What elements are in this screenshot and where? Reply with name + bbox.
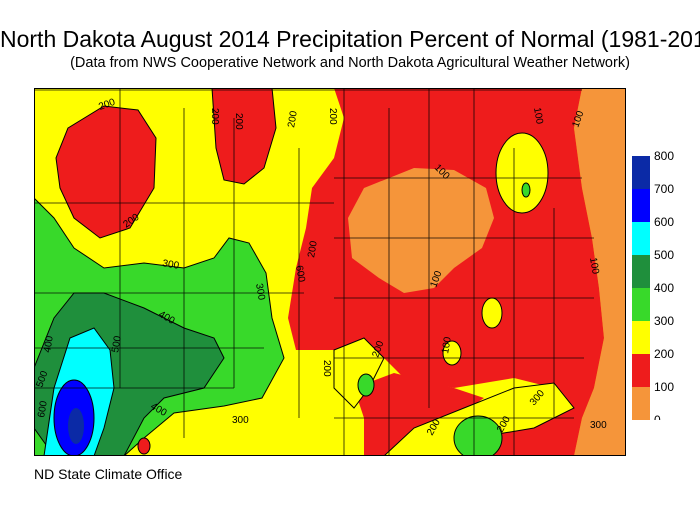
zone-700-800 [68, 408, 84, 444]
contour-label: 100 [531, 107, 545, 126]
zone-200-300-east-b [481, 297, 503, 329]
contour-label: 500 [110, 335, 124, 354]
contour-label: 200 [286, 110, 300, 129]
zone-300-400-east-dot [521, 182, 531, 198]
zone-300-400-small [357, 373, 375, 397]
legend-tick-0: 0 [654, 413, 661, 420]
contour-label: 300 [232, 415, 249, 426]
legend-swatch-100-200 [632, 354, 650, 387]
zone-0-100-east [574, 88, 626, 456]
map-subtitle: (Data from NWS Cooperative Network and N… [70, 55, 630, 71]
county-lines [34, 88, 594, 456]
legend-swatch-0-100 [632, 387, 650, 420]
zone-100-200-north-central [211, 88, 277, 185]
legend-swatch-200-300 [632, 321, 650, 354]
zone-200-300-east-c [442, 340, 462, 366]
legend-tick-400: 400 [654, 281, 674, 295]
credit-label: ND State Climate Office [34, 466, 183, 482]
contour-label: 200 [321, 360, 332, 377]
zone-100-200-southwest-dot [137, 437, 151, 455]
legend-tick-200: 200 [654, 347, 674, 361]
zone-200-300-east-a [495, 132, 549, 214]
contour-label: 100 [440, 336, 454, 355]
zone-100-200-northwest [55, 105, 157, 239]
contour-label: 200 [327, 108, 338, 125]
legend-swatch-500-600 [632, 222, 650, 255]
legend-tick-100: 100 [654, 380, 674, 394]
legend-swatch-600-700 [632, 189, 650, 222]
legend-tick-600: 600 [654, 215, 674, 229]
contour-label: 300 [253, 283, 267, 302]
legend-tick-700: 700 [654, 182, 674, 196]
map-title: North Dakota August 2014 Precipitation P… [0, 26, 700, 52]
contour-label: 600 [293, 265, 307, 284]
legend-tick-800: 800 [654, 150, 674, 163]
contour-label: 200 [233, 113, 244, 130]
legend: 800 700 600 500 400 300 200 100 0 [632, 150, 674, 420]
contour-label: 400 [42, 335, 56, 354]
legend-swatch-700-800 [632, 156, 650, 189]
legend-tick-300: 300 [654, 314, 674, 328]
zone-100-200-southeast [354, 373, 484, 456]
legend-swatch-400-500 [632, 255, 650, 288]
contour-label: 200 [306, 240, 320, 259]
contour-label: 300 [590, 420, 607, 431]
legend-swatch-300-400 [632, 288, 650, 321]
contour-label: 600 [36, 400, 50, 419]
zone-0-100-central [348, 168, 494, 293]
legend-tick-500: 500 [654, 248, 674, 262]
contour-label: 100 [587, 257, 601, 276]
contour-label: 300 [161, 258, 180, 272]
contour-label: 200 [209, 108, 220, 125]
zone-300-400-south [453, 415, 503, 456]
